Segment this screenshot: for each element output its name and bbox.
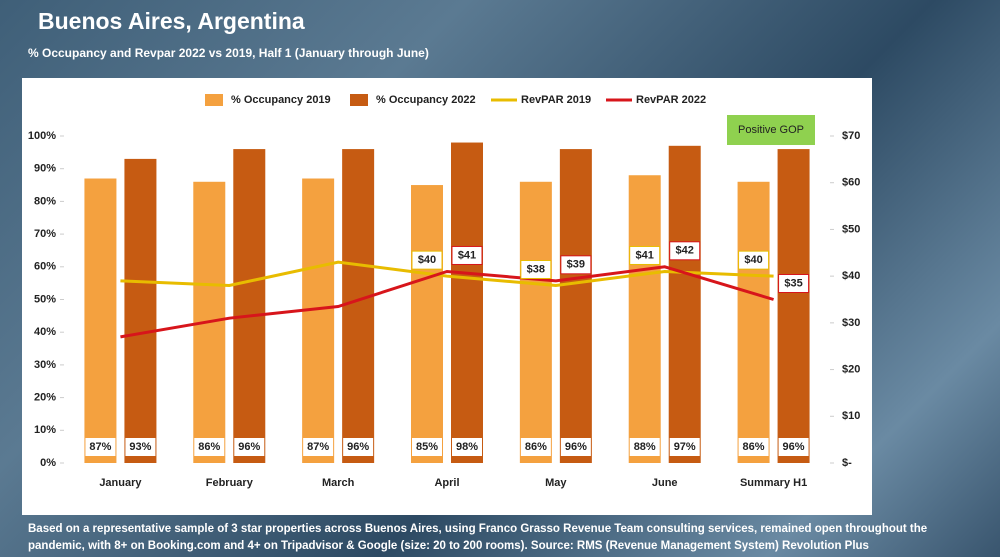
line-label-box	[778, 274, 810, 293]
legend-label: RevPAR 2022	[636, 94, 706, 106]
line	[120, 265, 775, 339]
bar	[411, 185, 443, 464]
bar-label-box	[412, 438, 442, 456]
x-tick-label: February	[206, 477, 254, 489]
chart-area	[22, 78, 872, 515]
y-tick-label: 30%	[34, 359, 56, 371]
line-label: $38	[527, 263, 545, 275]
line-label-box	[411, 250, 443, 270]
line-label: $41	[636, 249, 654, 261]
bar	[342, 149, 375, 463]
line-label-box	[629, 245, 661, 265]
y-tick-label: 90%	[34, 163, 56, 175]
y-tick-label: 20%	[34, 392, 56, 404]
bar-label: 93%	[129, 441, 151, 453]
line-label-box	[520, 259, 552, 279]
bar-label-box	[125, 438, 156, 456]
bar-label-box	[234, 438, 265, 456]
bar-label: 87%	[307, 441, 329, 453]
bar-label: 96%	[783, 441, 805, 453]
bar-label: 98%	[456, 441, 478, 453]
bar	[559, 149, 592, 463]
line	[120, 260, 774, 287]
bar-label-box	[669, 438, 700, 456]
y-tick-label: 40%	[34, 326, 56, 338]
y2-tick-label: $50	[842, 223, 860, 235]
legend-swatch	[350, 94, 368, 106]
line-label: $40	[418, 254, 436, 266]
bar-label: 96%	[565, 441, 587, 453]
bar	[519, 181, 552, 463]
bar-label-box	[629, 438, 660, 456]
y2-tick-label: $10	[842, 410, 860, 422]
bar-label-box	[520, 438, 551, 456]
bar-label-box	[85, 438, 116, 456]
legend-label: % Occupancy 2022	[376, 94, 476, 106]
bar	[777, 149, 810, 463]
bar	[233, 149, 266, 463]
y2-tick-label: $30	[842, 317, 860, 329]
bar-label: 85%	[416, 441, 438, 453]
legend-label: % Occupancy 2019	[231, 94, 331, 106]
bar-label-box	[778, 438, 809, 456]
y2-tick-label: $40	[842, 270, 860, 282]
x-tick-label: June	[652, 477, 678, 489]
line-label-box	[560, 255, 592, 275]
bar	[628, 175, 661, 464]
annotation-box	[727, 115, 815, 145]
title: Buenos Aires, Argentina	[38, 8, 305, 34]
y2-tick-label: $60	[842, 177, 860, 189]
x-tick-label: Summary H1	[740, 477, 807, 489]
footnote: Based on a representative sample of 3 st…	[28, 523, 928, 552]
y-tick-label: 10%	[34, 424, 56, 436]
line-label-box	[669, 241, 701, 261]
subtitle: % Occupancy and Revpar 2022 vs 2019, Hal…	[28, 46, 429, 60]
bar-label: 97%	[674, 441, 696, 453]
y-tick-label: 60%	[34, 261, 56, 273]
y-tick-label: 0%	[40, 457, 56, 469]
bar-label-box	[303, 438, 334, 456]
legend-swatch	[205, 94, 223, 106]
line-label-box	[738, 250, 770, 270]
bar-label-box	[343, 438, 374, 456]
y2-tick-label: $-	[842, 457, 852, 469]
x-tick-label: April	[434, 477, 459, 489]
bar	[124, 158, 157, 463]
bar-label: 86%	[198, 441, 220, 453]
y-tick-label: 80%	[34, 195, 56, 207]
y-tick-label: 50%	[34, 293, 56, 305]
bar-label: 96%	[238, 441, 260, 453]
bar	[84, 178, 117, 463]
legend-label: RevPAR 2019	[521, 94, 591, 106]
bar	[737, 181, 770, 463]
bar-label-box	[194, 438, 225, 456]
y-tick-label: 70%	[34, 228, 56, 240]
line-label: $41	[458, 249, 476, 261]
bar-label: 86%	[525, 441, 547, 453]
bar-label-box	[560, 438, 591, 456]
bar-label-box	[738, 438, 769, 456]
bar-label: 96%	[347, 441, 369, 453]
line-label-box	[451, 245, 483, 265]
bar	[451, 142, 483, 464]
line-label: $40	[744, 254, 762, 266]
bar-label: 87%	[89, 441, 111, 453]
bar	[668, 145, 701, 463]
x-tick-label: January	[99, 477, 142, 489]
line-label: $39	[567, 259, 585, 271]
line-label: $42	[676, 245, 694, 257]
line-label: $35	[784, 277, 802, 289]
bar-label: 86%	[743, 441, 765, 453]
bar	[302, 178, 335, 463]
y-tick-label: 100%	[28, 130, 56, 142]
bar-label-box	[452, 438, 482, 456]
y2-tick-label: $70	[842, 130, 860, 142]
bar-label: 88%	[634, 441, 656, 453]
x-tick-label: March	[322, 477, 355, 489]
annotation: Positive GOP	[738, 124, 804, 136]
x-tick-label: May	[545, 477, 567, 489]
y2-tick-label: $20	[842, 363, 860, 375]
